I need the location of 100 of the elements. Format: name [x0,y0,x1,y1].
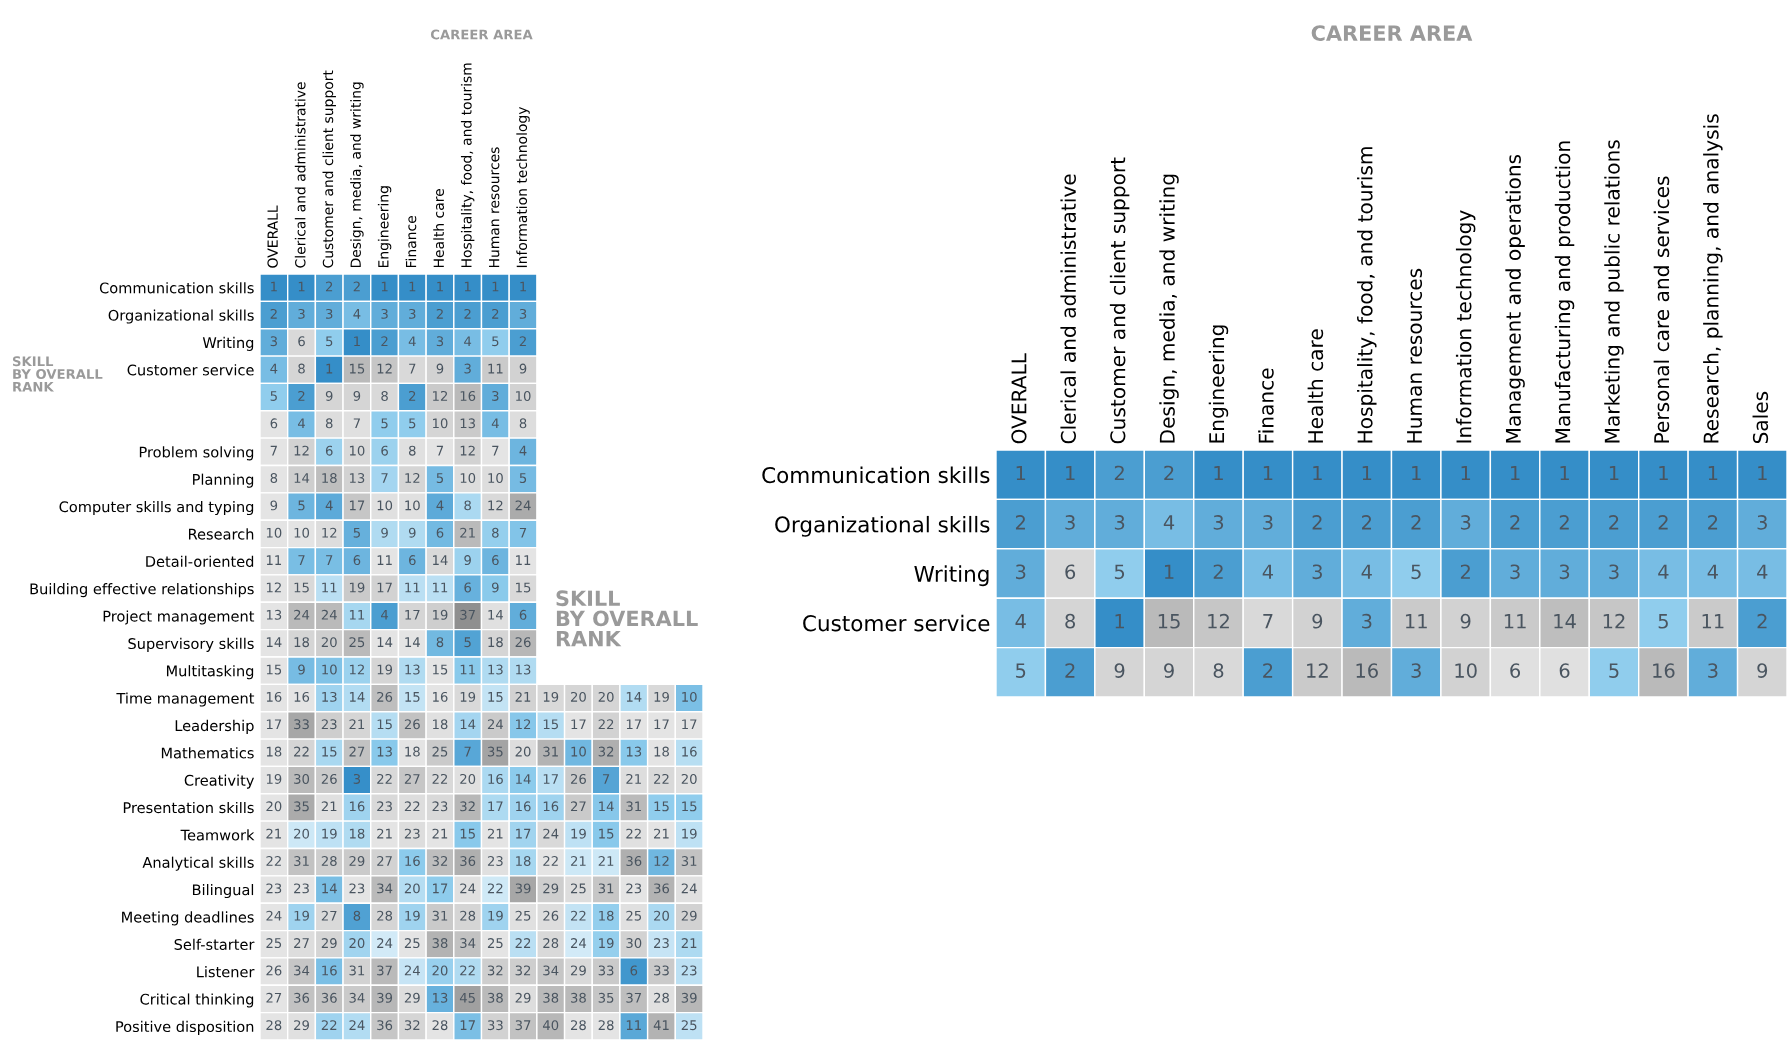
x-tick-label: Design, media, and writing [350,82,364,268]
data-label: 8 [464,500,471,511]
data-label: 28 [543,938,559,949]
data-label: 24 [377,938,393,948]
x-tick-label: Finance [405,216,417,268]
data-label: 19 [322,828,337,839]
data-label: 12 [405,473,420,483]
y-tick-label: Customer service [803,614,990,632]
data-label: 20 [321,637,337,648]
x-tick-label: Personal care and services [1653,176,1670,443]
data-label: 2 [1362,515,1372,530]
data-label: 12 [1307,663,1328,678]
data-label: 29 [404,992,420,1003]
data-label: 1 [520,281,527,292]
data-label: 7 [381,473,388,483]
data-label: 4 [297,418,305,429]
data-label: 8 [1213,663,1224,678]
data-label: 19 [543,691,559,702]
data-label: 10 [433,418,448,429]
data-label: 4 [1015,614,1026,629]
data-label: 29 [570,965,586,976]
data-label: 5 [353,527,360,538]
data-label: 17 [488,801,503,812]
data-label: 32 [460,801,475,812]
data-label: 9 [1460,613,1471,629]
data-label: 28 [432,1020,448,1031]
data-label: 3 [1559,564,1570,580]
x-tick-label: Management and operations [1505,154,1525,443]
data-label: 12 [460,445,475,456]
data-label: 2 [519,336,526,347]
data-label: 31 [598,883,614,894]
data-label: 4 [1707,564,1718,579]
data-label: 15 [460,828,475,839]
data-label: 35 [294,801,309,812]
y-tick-label: Planning [193,473,254,488]
data-label: 23 [404,828,420,839]
data-label: 17 [349,500,365,511]
data-label: 3 [1362,613,1372,629]
data-label: 13 [405,664,420,675]
data-label: 29 [681,910,697,921]
y-tick-label: Positive disposition [116,1020,254,1035]
data-label: 18 [294,637,310,648]
data-label: 8 [519,418,527,429]
data-label: 32 [404,1020,420,1031]
data-label: 7 [270,445,277,456]
x-tick-label: Health care [433,189,444,268]
data-label: 22 [294,746,309,757]
y-tick-label: Problem solving [139,446,254,461]
data-label: 26 [515,637,531,648]
data-label: 12 [433,390,448,401]
y-tick-label: Bilingual [192,884,254,899]
data-label: 19 [571,828,586,839]
data-label: 28 [460,910,476,921]
data-label: 16 [1356,663,1378,678]
data-label: 20 [404,883,420,894]
data-label: 17 [682,719,697,730]
data-label: 5 [519,473,527,484]
data-label: 4 [325,500,333,511]
data-label: 18 [349,828,365,839]
data-label: 9 [519,363,527,374]
x-tick-label: Research, planning, and analysis [1703,114,1723,443]
data-label: 25 [404,938,420,949]
x-tick-label: Human resources [1407,268,1423,443]
data-label: 23 [349,883,365,894]
data-label: 7 [298,555,305,565]
y-tick-label: Creativity [184,774,255,789]
data-label: 22 [432,773,448,784]
data-label: 22 [570,910,586,921]
data-label: 31 [294,856,309,867]
y-tick-label: Critical thinking [140,993,254,1008]
data-label: 15 [599,828,614,839]
data-label: 3 [1510,564,1520,580]
data-label: 6 [409,555,416,566]
data-label: 22 [515,938,531,948]
data-label: 4 [270,363,278,374]
data-label: 27 [294,938,309,948]
data-label: 38 [432,938,448,949]
data-label: 2 [1658,515,1668,530]
data-label: 7 [492,445,499,456]
data-label: 26 [570,773,586,784]
data-label: 12 [294,445,309,456]
data-label: 8 [436,637,444,648]
data-label: 10 [1455,663,1477,678]
data-label: 1 [1708,465,1718,481]
data-label: 6 [630,965,638,976]
y-tick-label: Meeting deadlines [122,911,254,926]
data-label: 8 [1065,613,1076,629]
data-label: 34 [543,965,559,976]
x-tick-label: OVERALL [267,205,278,268]
data-label: 28 [321,856,337,867]
data-label: 26 [321,773,337,784]
data-label: 19 [460,691,476,702]
data-label: 15 [682,801,697,812]
data-label: 3 [1609,564,1619,580]
data-label: 15 [322,746,337,757]
data-label: 20 [266,801,282,812]
y-tick-label: Project management [103,610,255,625]
data-label: 8 [298,363,305,374]
data-label: 6 [298,336,305,347]
data-label: 39 [515,883,531,894]
